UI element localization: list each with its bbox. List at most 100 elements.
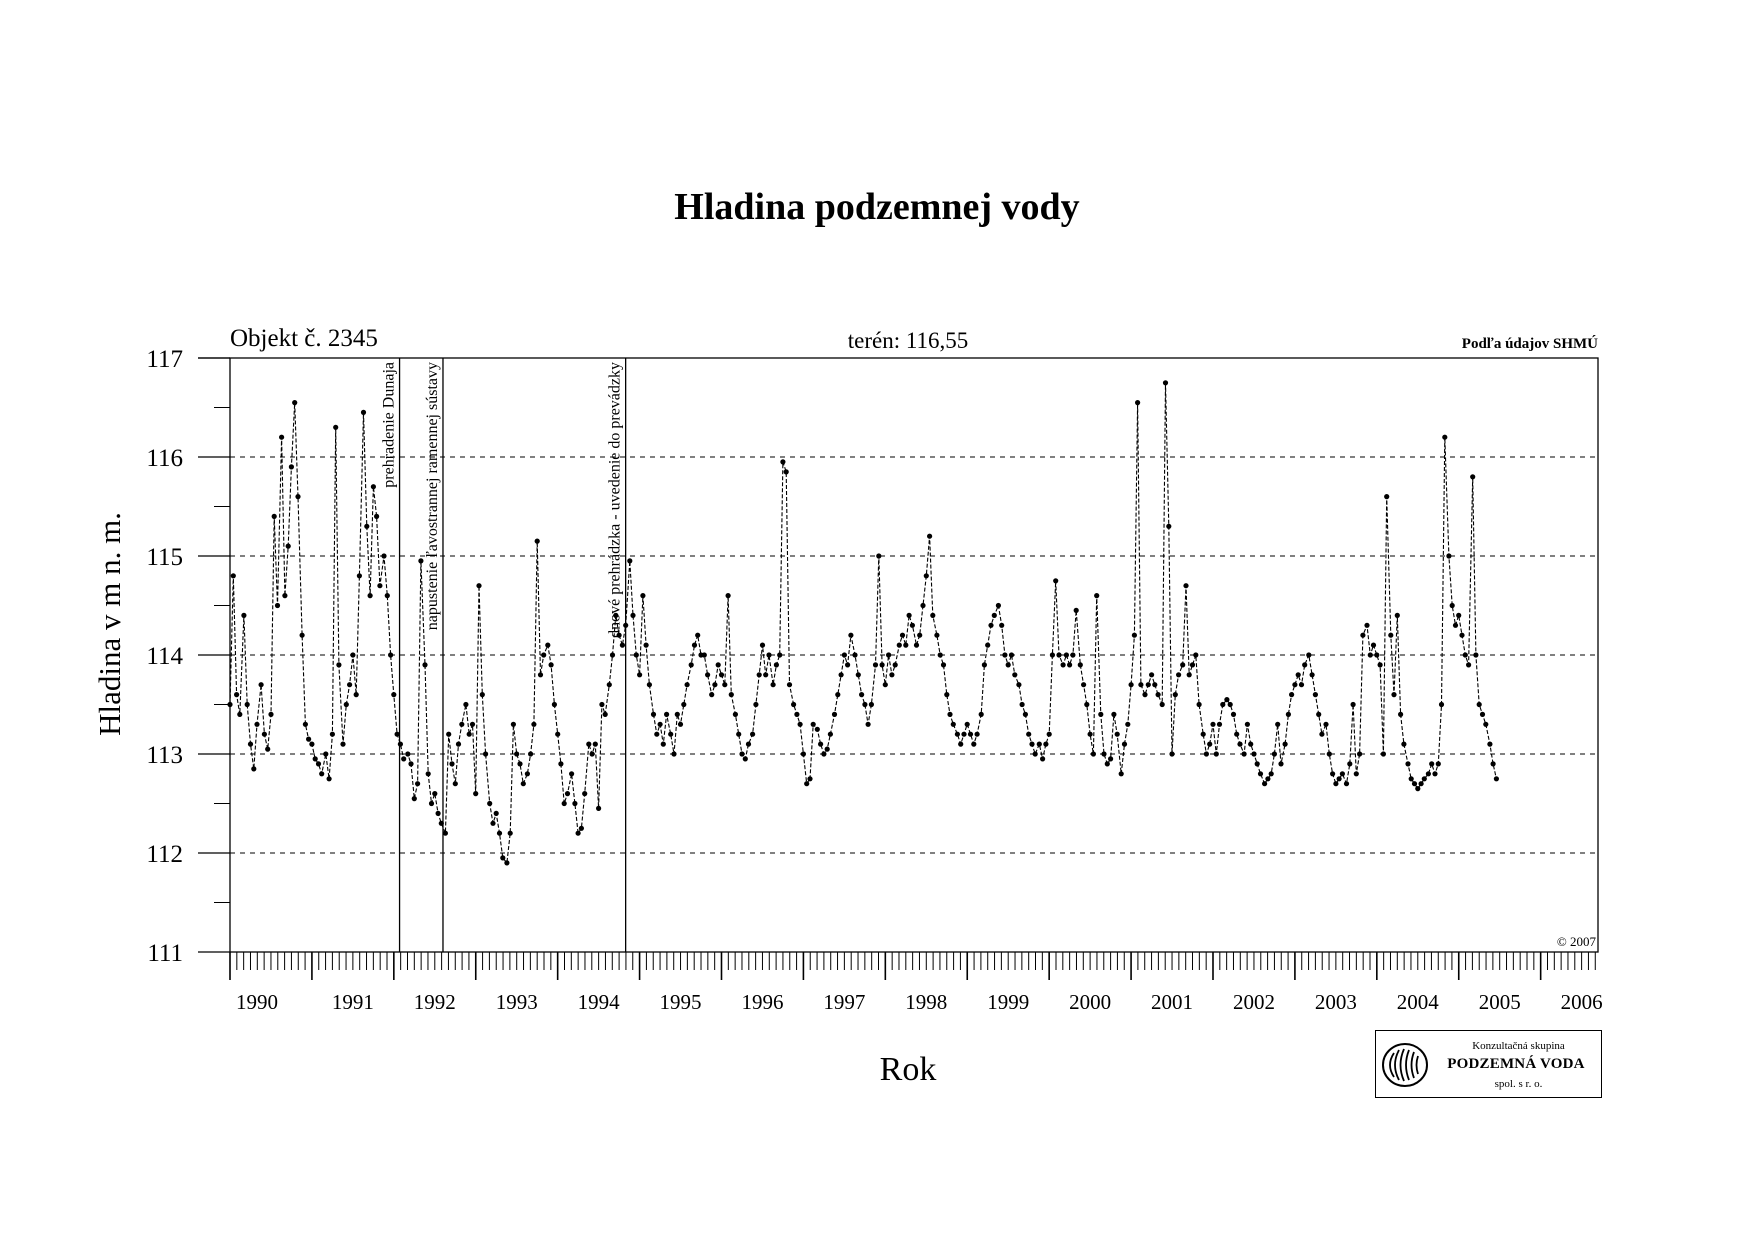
data-point — [1493, 776, 1499, 782]
data-point — [848, 632, 854, 638]
data-point — [872, 662, 879, 668]
data-point — [1302, 662, 1308, 668]
data-point — [1016, 682, 1022, 688]
data-point — [230, 573, 236, 579]
data-point — [616, 632, 622, 638]
data-point — [435, 810, 441, 817]
data-point — [1438, 701, 1445, 708]
data-point — [1138, 682, 1144, 688]
data-point — [1152, 682, 1158, 688]
data-point — [599, 701, 605, 708]
data-point — [411, 796, 417, 802]
data-point — [807, 776, 813, 782]
data-point — [701, 652, 707, 658]
data-point — [1216, 721, 1223, 727]
data-point — [1176, 672, 1182, 678]
data-point — [531, 721, 537, 727]
data-point — [1070, 652, 1076, 658]
data-point — [1067, 662, 1073, 668]
data-point — [1380, 751, 1386, 757]
data-point — [483, 751, 489, 757]
data-point — [561, 800, 567, 807]
data-point — [1398, 711, 1404, 718]
data-point — [876, 553, 882, 559]
data-point — [1056, 652, 1062, 658]
data-point — [251, 766, 257, 772]
company-logo: Konzultačná skupina PODZEMNÁ VODA spol. … — [1375, 1030, 1602, 1098]
data-point — [374, 513, 380, 520]
data-point — [1189, 662, 1196, 668]
x-tick-label: 1998 — [905, 990, 947, 1014]
data-point — [927, 533, 933, 539]
data-point — [360, 409, 367, 415]
data-point — [971, 741, 977, 747]
data-point — [913, 642, 920, 648]
data-point — [1408, 776, 1414, 782]
data-point — [370, 484, 376, 490]
data-point — [1330, 771, 1336, 777]
data-point — [418, 558, 424, 564]
data-point — [438, 820, 444, 826]
data-point — [1220, 701, 1226, 708]
data-point — [1040, 756, 1046, 762]
data-point — [1470, 474, 1476, 480]
data-point — [476, 583, 482, 589]
data-point — [1053, 578, 1059, 584]
data-point — [1466, 662, 1472, 668]
terrain-label: terén: 116,55 — [848, 328, 969, 353]
data-point — [855, 672, 861, 678]
data-point — [985, 642, 991, 648]
x-tick-label: 1999 — [987, 990, 1029, 1014]
data-point — [643, 642, 649, 648]
data-point — [534, 538, 540, 544]
data-point — [329, 731, 335, 737]
data-point — [391, 692, 397, 698]
data-point — [1285, 711, 1291, 718]
data-point — [356, 573, 362, 579]
y-tick-label: 113 — [146, 742, 183, 769]
data-point — [646, 682, 653, 688]
data-point — [1483, 721, 1489, 727]
data-point — [340, 741, 346, 747]
data-point — [1418, 781, 1424, 787]
data-point — [1370, 642, 1377, 648]
data-point — [1087, 731, 1093, 737]
data-point — [920, 602, 926, 609]
data-point — [664, 711, 670, 718]
y-tick-label: 114 — [146, 643, 183, 670]
data-point — [1019, 701, 1025, 708]
data-point — [1149, 672, 1155, 678]
object-label: Objekt č. 2345 — [230, 325, 378, 352]
series-line — [229, 382, 1497, 865]
data-point — [1421, 776, 1427, 782]
data-point — [408, 761, 414, 767]
data-point — [1388, 632, 1394, 638]
data-point — [1257, 771, 1264, 777]
data-point — [1449, 602, 1455, 609]
data-point — [282, 593, 288, 599]
data-point — [1429, 761, 1435, 767]
data-point — [1360, 632, 1366, 638]
data-point — [674, 711, 680, 718]
data-point — [1114, 731, 1120, 737]
data-point — [514, 751, 520, 757]
data-point — [923, 573, 929, 579]
data-point — [394, 731, 400, 737]
data-point — [695, 632, 701, 638]
data-point — [541, 652, 547, 658]
data-point — [1295, 672, 1301, 678]
data-point — [1384, 494, 1390, 500]
source-label: Podľa údajov SHMÚ — [1462, 335, 1598, 352]
data-point — [1442, 434, 1448, 440]
data-point — [1046, 731, 1052, 737]
event-label-3: dnové prehrádzka - uvedenie do prevádzky — [607, 362, 624, 638]
data-point — [804, 781, 810, 787]
data-point — [452, 781, 458, 787]
data-point — [841, 652, 848, 658]
data-point — [742, 756, 748, 762]
data-point — [592, 741, 598, 747]
data-point — [589, 751, 595, 757]
data-point — [745, 741, 752, 747]
data-point — [1347, 761, 1353, 767]
data-point — [1364, 622, 1370, 628]
